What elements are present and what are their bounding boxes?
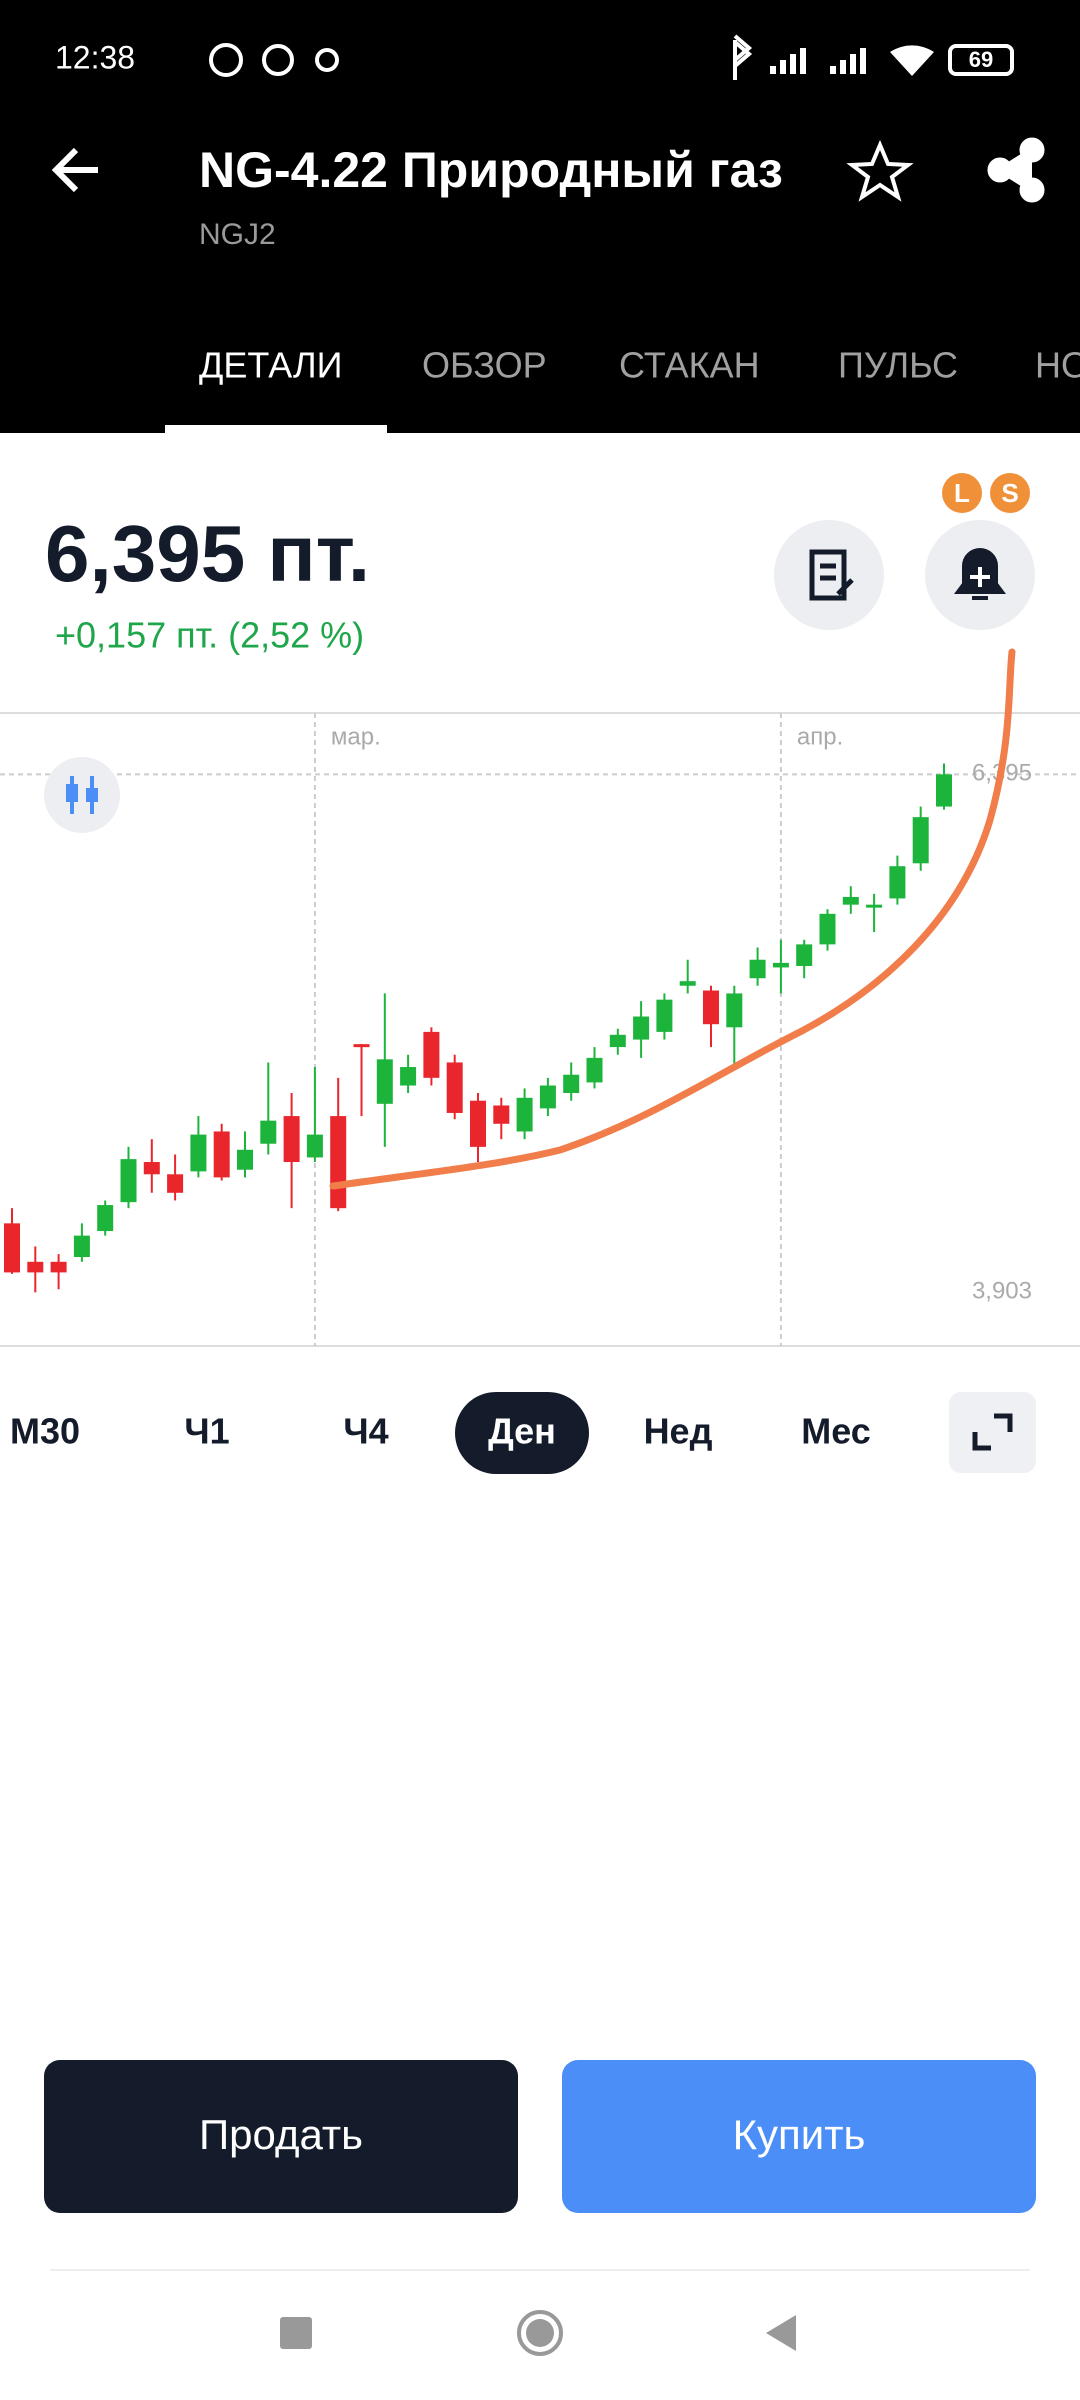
tab[interactable]: ОБЗОР [422, 345, 547, 386]
candle-body [842, 896, 859, 905]
candle-body [609, 1034, 626, 1048]
note-icon [809, 549, 854, 601]
candle-body [283, 1116, 300, 1163]
chart-type-icon [86, 788, 98, 802]
candle-body [703, 990, 719, 1025]
candle-body [586, 1057, 603, 1083]
sell-label: Продать [199, 2111, 363, 2158]
candle-body [470, 1100, 486, 1147]
status-icons [209, 34, 1014, 80]
candle-body [50, 1261, 67, 1273]
candle-body [27, 1261, 44, 1273]
tab[interactable]: ПУЛЬС [838, 345, 958, 386]
candle-body [353, 1044, 370, 1048]
candle-body [563, 1074, 580, 1094]
candle-body [213, 1131, 230, 1178]
candle-body [726, 993, 743, 1028]
candle-body [516, 1097, 533, 1132]
candle-body [772, 962, 789, 968]
expand-button[interactable] [949, 1392, 1036, 1473]
candle-body [679, 981, 696, 986]
expand-icon [972, 1413, 1013, 1451]
candle-body [446, 1062, 463, 1113]
badge-label: L [954, 478, 970, 508]
favorite-button[interactable] [846, 139, 914, 202]
candle-body [330, 1116, 347, 1209]
candle-body [796, 944, 813, 966]
timeframes: М30 Ч1 Ч4 Ден Нед Мес [10, 1392, 871, 1474]
candle-body [749, 959, 766, 979]
nav-home[interactable] [517, 2310, 563, 2356]
candle-body [656, 999, 673, 1032]
buy-label: Купить [733, 2111, 866, 2158]
x-tick-label: мар. [331, 723, 381, 750]
candle-body [400, 1067, 417, 1086]
price-change: +0,157 пт. (2,52 %) [55, 615, 364, 656]
candle-body [167, 1174, 184, 1193]
candle-body [4, 1223, 20, 1273]
timeframe[interactable]: Мес [801, 1411, 871, 1452]
share-button[interactable] [987, 137, 1045, 203]
annotation-curve [329, 648, 1016, 1190]
candle-body [423, 1031, 440, 1078]
candle-body [120, 1159, 137, 1203]
candle-body [143, 1162, 160, 1175]
chart-type-icon [66, 784, 78, 802]
candle-body [912, 817, 929, 864]
candle-body [376, 1059, 393, 1104]
buy-button[interactable] [562, 2060, 1036, 2213]
y-tick-label: 3,903 [972, 1278, 1032, 1305]
candle-body [190, 1134, 207, 1172]
badge [990, 473, 1030, 513]
header-bg [0, 0, 1080, 433]
back-button[interactable] [51, 147, 98, 193]
candle-body [73, 1235, 90, 1258]
candle-body [237, 1149, 253, 1170]
note-button[interactable] [774, 520, 884, 630]
candle-body [306, 1134, 323, 1158]
candle-body [97, 1205, 114, 1232]
sell-button[interactable] [44, 2060, 518, 2213]
candle-body [866, 904, 883, 908]
nav-home-dot [526, 2319, 554, 2347]
timeframe[interactable]: Ч4 [343, 1411, 388, 1452]
status-time: 12:38 [55, 39, 135, 75]
timeframe[interactable]: Нед [644, 1411, 713, 1452]
candle-body [260, 1120, 277, 1144]
tab[interactable]: ДЕТАЛИ [199, 345, 343, 386]
signal-icons [770, 45, 934, 76]
tabs: ДЕТАЛИ ОБЗОР СТАКАН ПУЛЬС НО [199, 345, 1080, 386]
battery-level: 69 [969, 47, 993, 72]
x-tick-label: апр. [797, 723, 843, 750]
badge [942, 473, 982, 513]
candle-body [493, 1105, 510, 1124]
tab[interactable]: НО [1035, 345, 1080, 386]
candle-body [819, 913, 836, 945]
timeframe[interactable]: Ч1 [184, 1411, 229, 1452]
timeframe-selected [455, 1392, 589, 1474]
header-ticker: NGJ2 [199, 218, 276, 251]
chart-type-button[interactable] [44, 757, 120, 833]
timeframe[interactable]: М30 [10, 1411, 80, 1452]
candle-body [889, 866, 906, 899]
header-title: NG-4.22 Природный газ [199, 142, 783, 198]
candle-body [539, 1085, 556, 1109]
badge-label: S [1001, 478, 1018, 508]
tab-indicator [165, 425, 387, 433]
candle-body [633, 1016, 650, 1040]
price-value: 6,395 пт. [45, 509, 370, 598]
alert-plus [970, 567, 990, 587]
timeframe[interactable]: Ден [488, 1411, 556, 1452]
candle-body [936, 774, 952, 807]
nav-recents[interactable] [280, 2317, 312, 2349]
nav-back[interactable] [766, 2315, 796, 2351]
tab[interactable]: СТАКАН [619, 345, 760, 386]
